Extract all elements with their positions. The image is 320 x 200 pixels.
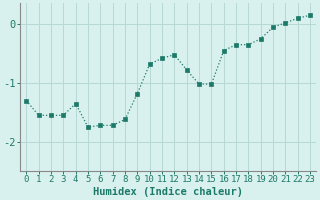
X-axis label: Humidex (Indice chaleur): Humidex (Indice chaleur) bbox=[93, 186, 243, 197]
